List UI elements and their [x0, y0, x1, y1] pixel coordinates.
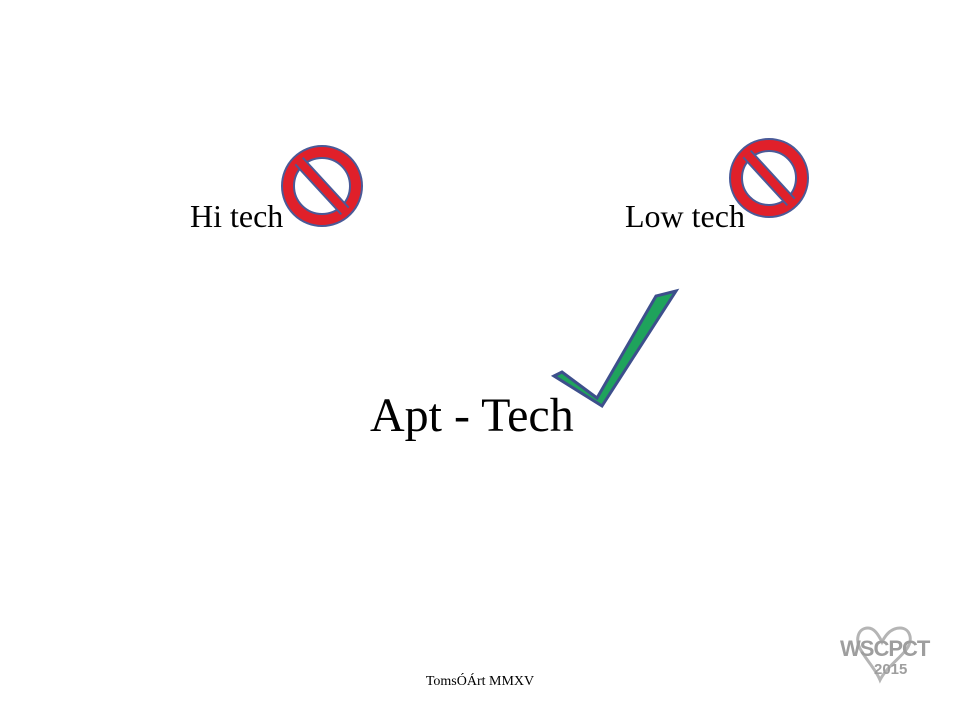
- low-tech-label: Low tech: [625, 198, 745, 234]
- prohibition-bar: [294, 156, 350, 216]
- heart-logo-icon: [856, 626, 912, 684]
- logo-year: 2015: [874, 661, 908, 678]
- apt-tech-label: Apt - Tech: [370, 389, 574, 442]
- footer-credit: TomsÓÁrt MMXV: [425, 674, 535, 689]
- checkmark-icon: [550, 288, 680, 409]
- prohibition-ring: [729, 138, 809, 218]
- prohibition-ring: [281, 145, 363, 227]
- prohibition-sign-icon: [729, 138, 809, 218]
- logo-name: WSCPCT: [840, 636, 930, 661]
- prohibition-sign-icon: [281, 145, 363, 227]
- conference-logo: WSCPCT 2015: [836, 624, 930, 684]
- hi-tech-label: Hi tech: [190, 198, 284, 234]
- prohibition-bar: [742, 149, 796, 207]
